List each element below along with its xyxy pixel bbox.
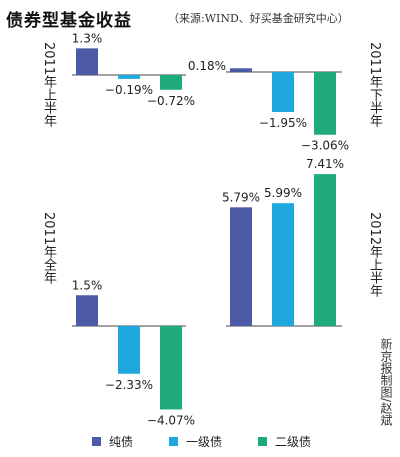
bar-pure (230, 207, 252, 326)
credit-note: 新京报制图/赵斌 (379, 338, 393, 427)
panel-label-2011-h2: 2011年下半年 (367, 42, 382, 128)
bar-value-label: 0.18% (188, 59, 226, 73)
legend-swatch-second (258, 437, 268, 446)
bar-pure (76, 295, 98, 326)
panel-label-2011-full: 2011年全年 (41, 212, 56, 285)
panel-1: 0.18% −1.95% −3.06% (188, 59, 349, 153)
legend-swatch-first (169, 437, 179, 446)
bar-value-label: 1.3% (72, 31, 103, 45)
bar-value-label: 1.5% (72, 278, 103, 292)
panel-label-2012-h1: 2012年上半年 (367, 212, 382, 298)
bar-pure (230, 68, 252, 72)
bar-value-label: 5.99% (264, 186, 302, 200)
source-note: （来源:WIND、好买基金研究中心） (168, 12, 349, 25)
bar-value-label: 5.79% (222, 190, 260, 204)
bar-value-label: −1.95% (259, 116, 307, 130)
legend-label: 一级债 (186, 435, 223, 449)
legend-item-second: 二级债 (258, 433, 311, 450)
bar-second (314, 174, 336, 326)
panel-label-2011-h1: 2011年上半年 (41, 42, 56, 128)
bar-value-label: −4.07% (147, 413, 195, 427)
bar-first (118, 75, 140, 79)
bar-first (272, 203, 294, 326)
bar-value-label: 7.41% (306, 157, 344, 171)
legend-item-pure: 纯债 (92, 433, 133, 450)
bar-first (118, 326, 140, 374)
bar-second (160, 326, 182, 410)
bar-first (272, 72, 294, 112)
bar-value-label: −0.72% (147, 94, 195, 108)
legend-swatch-pure (92, 437, 101, 446)
bar-pure (76, 48, 98, 75)
legend-label: 二级债 (275, 435, 312, 449)
bar-value-label: −2.33% (105, 378, 153, 392)
bar-value-label: −0.19% (105, 83, 153, 97)
legend-label: 纯债 (109, 435, 134, 449)
panel-3: 5.79% 5.99% 7.41% (222, 157, 344, 327)
bar-second (314, 72, 336, 135)
panel-0: 1.3% −0.19%−0.72% (72, 31, 195, 107)
chart-title: 债券型基金收益 (6, 11, 132, 31)
panel-2: 1.5% −2.33% −4.07% (72, 278, 195, 427)
bar-value-label: −3.06% (301, 139, 349, 153)
bar-second (160, 75, 182, 90)
legend: 纯债 一级债 二级债 (92, 433, 311, 450)
legend-item-first: 一级债 (169, 433, 222, 450)
